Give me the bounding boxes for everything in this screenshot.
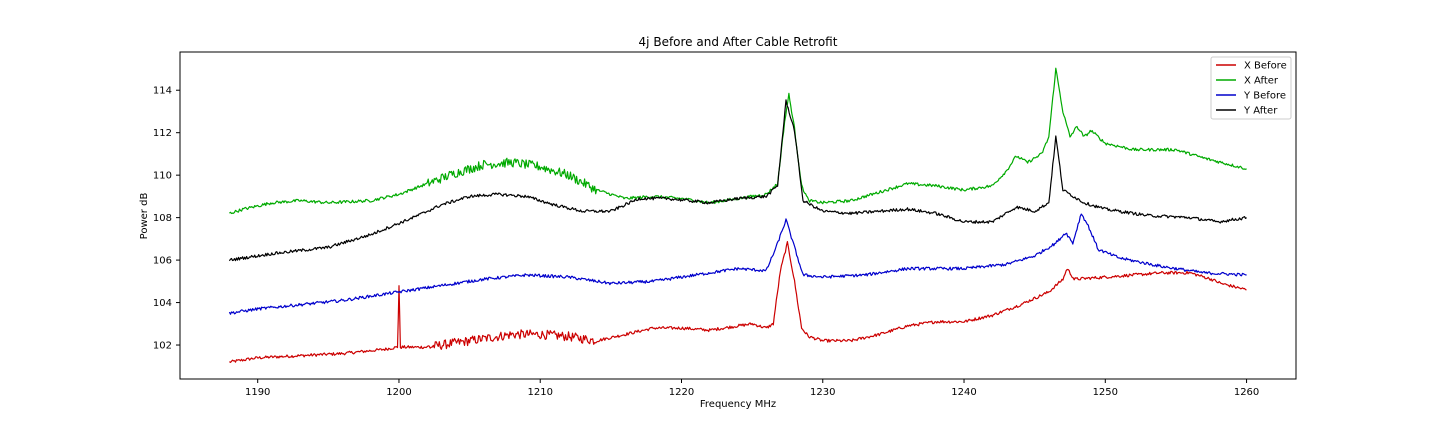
y-axis-label: Power dB xyxy=(139,193,150,240)
legend: X Before X After Y Before Y After xyxy=(1210,56,1292,120)
series-line-y-before xyxy=(228,213,1247,315)
x-tick-label: 1260 xyxy=(1234,387,1259,398)
y-tick-label: 114 xyxy=(153,86,172,97)
y-tick-label: 110 xyxy=(153,171,172,182)
x-tick-label: 1250 xyxy=(1093,387,1118,398)
series-line-x-before xyxy=(229,241,1247,363)
x-tick-label: 1210 xyxy=(528,387,553,398)
x-tick-label: 1240 xyxy=(951,387,976,398)
plot-frame xyxy=(179,51,1297,380)
legend-box xyxy=(1210,56,1292,120)
legend-label: X After xyxy=(1244,76,1279,87)
y-tick-label: 108 xyxy=(153,213,172,224)
x-tick-label: 1230 xyxy=(810,387,835,398)
legend-label: Y Before xyxy=(1243,91,1286,102)
series-line-x-after xyxy=(229,67,1247,215)
series-group xyxy=(228,67,1247,363)
y-axis: 102 104 106 108 110 112 114 xyxy=(153,86,180,352)
y-tick-label: 102 xyxy=(153,341,172,352)
series-line-y-after xyxy=(228,99,1247,262)
x-tick-label: 1220 xyxy=(669,387,694,398)
y-tick-label: 112 xyxy=(153,128,172,139)
chart-title: 4j Before and After Cable Retrofit xyxy=(639,35,838,49)
x-tick-label: 1200 xyxy=(386,387,411,398)
legend-label: X Before xyxy=(1244,61,1287,72)
y-tick-label: 104 xyxy=(153,298,172,309)
x-axis-label: Frequency MHz xyxy=(700,399,776,410)
y-tick-label: 106 xyxy=(153,256,172,267)
x-tick-label: 1190 xyxy=(245,387,270,398)
legend-label: Y After xyxy=(1243,106,1278,117)
x-axis: 1190 1200 1210 1220 1230 1240 1250 1260 xyxy=(245,379,1259,398)
